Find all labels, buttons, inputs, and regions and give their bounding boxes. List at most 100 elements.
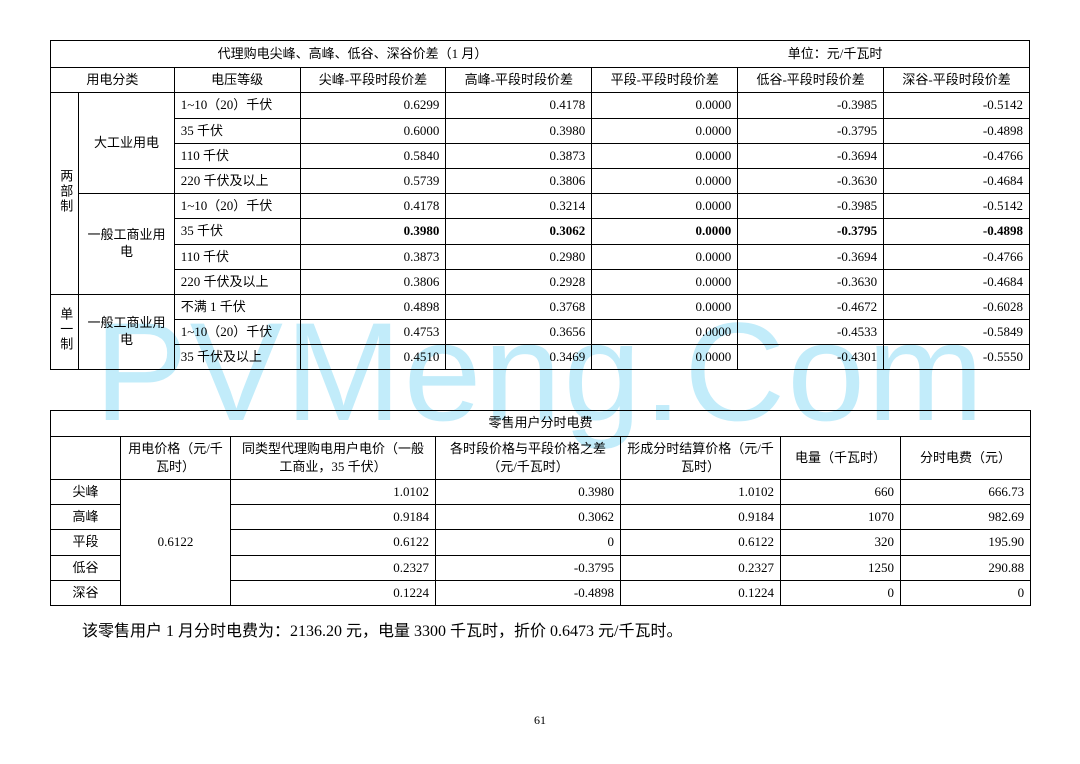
data-cell: 0.1224	[231, 580, 436, 605]
data-cell: -0.3795	[738, 118, 884, 143]
data-cell: 0.0000	[592, 269, 738, 294]
data-cell: -0.4533	[738, 320, 884, 345]
data-cell: 0.5840	[300, 143, 446, 168]
table-row: 一般工商业用电 1~10（20）千伏 0.4178 0.3214 0.0000 …	[51, 194, 1030, 219]
th-diff: 各时段价格与平段价格之差（元/千瓦时）	[436, 436, 621, 479]
data-cell: 0.0000	[592, 244, 738, 269]
data-cell: -0.5142	[884, 93, 1030, 118]
page-content: 代理购电尖峰、高峰、低谷、深谷价差（1 月） 单位：元/千瓦时 用电分类 电压等…	[50, 40, 1030, 647]
table-row: 单一制 一般工商业用电 不满 1 千伏 0.4898 0.3768 0.0000…	[51, 294, 1030, 319]
table-price-diff: 代理购电尖峰、高峰、低谷、深谷价差（1 月） 单位：元/千瓦时 用电分类 电压等…	[50, 40, 1030, 370]
table1-title: 代理购电尖峰、高峰、低谷、深谷价差（1 月）	[59, 45, 646, 63]
voltage-cell: 35 千伏	[174, 118, 300, 143]
data-cell: -0.5550	[884, 345, 1030, 370]
voltage-cell: 35 千伏	[174, 219, 300, 244]
data-cell: 1070	[781, 505, 901, 530]
data-cell: 0.0000	[592, 219, 738, 244]
row-label: 高峰	[51, 505, 121, 530]
data-cell: -0.4898	[884, 219, 1030, 244]
th-agent: 同类型代理购电用户电价（一般工商业，35 千伏）	[231, 436, 436, 479]
data-cell: -0.3795	[436, 555, 621, 580]
th-fee: 分时电费（元）	[901, 436, 1031, 479]
data-cell: 0.0000	[592, 320, 738, 345]
data-cell: 0.1224	[621, 580, 781, 605]
data-cell: 0.3980	[446, 118, 592, 143]
table-row: 35 千伏 0.3980 0.3062 0.0000 -0.3795 -0.48…	[51, 219, 1030, 244]
voltage-cell: 110 千伏	[174, 244, 300, 269]
voltage-cell: 220 千伏及以上	[174, 269, 300, 294]
voltage-cell: 1~10（20）千伏	[174, 320, 300, 345]
th-high: 高峰-平段时段价差	[446, 68, 592, 93]
data-cell: 0.4510	[300, 345, 446, 370]
data-cell: 0.0000	[592, 194, 738, 219]
data-cell: -0.3694	[738, 244, 884, 269]
table1-header-row: 用电分类 电压等级 尖峰-平段时段价差 高峰-平段时段价差 平段-平段时段价差 …	[51, 68, 1030, 93]
data-cell: 1.0102	[621, 480, 781, 505]
data-cell: -0.4898	[436, 580, 621, 605]
th-settle: 形成分时结算价格（元/千瓦时）	[621, 436, 781, 479]
data-cell: 0.6122	[231, 530, 436, 555]
data-cell: -0.3795	[738, 219, 884, 244]
table2-header-row: 用电价格（元/千瓦时） 同类型代理购电用户电价（一般工商业，35 千伏） 各时段…	[51, 436, 1031, 479]
data-cell: 0.3214	[446, 194, 592, 219]
table-row: 35 千伏 0.6000 0.3980 0.0000 -0.3795 -0.48…	[51, 118, 1030, 143]
voltage-cell: 35 千伏及以上	[174, 345, 300, 370]
data-cell: 1.0102	[231, 480, 436, 505]
data-cell: 0.5739	[300, 168, 446, 193]
table1-unit: 单位：元/千瓦时	[649, 45, 1021, 63]
data-cell: 0.3656	[446, 320, 592, 345]
data-cell: -0.4684	[884, 168, 1030, 193]
table-row: 尖峰 0.6122 1.0102 0.3980 1.0102 660 666.7…	[51, 480, 1031, 505]
table-row: 220 千伏及以上 0.3806 0.2928 0.0000 -0.3630 -…	[51, 269, 1030, 294]
th-low: 低谷-平段时段价差	[738, 68, 884, 93]
data-cell: 0.3768	[446, 294, 592, 319]
data-cell: -0.3985	[738, 194, 884, 219]
th-blank	[51, 436, 121, 479]
data-cell: 320	[781, 530, 901, 555]
data-cell: 0.3980	[300, 219, 446, 244]
data-cell: 0.0000	[592, 118, 738, 143]
cat-industrial: 大工业用电	[79, 93, 175, 194]
row-label: 平段	[51, 530, 121, 555]
group-two-label: 两部制	[56, 169, 74, 214]
data-cell: 0.2327	[621, 555, 781, 580]
data-cell: 0.6299	[300, 93, 446, 118]
data-cell: 0.2928	[446, 269, 592, 294]
data-cell: 0.9184	[621, 505, 781, 530]
data-cell: 0	[901, 580, 1031, 605]
data-cell: 0.0000	[592, 93, 738, 118]
data-cell: 0.4898	[300, 294, 446, 319]
group-one-label: 单一制	[56, 307, 74, 352]
th-deep: 深谷-平段时段价差	[884, 68, 1030, 93]
data-cell: -0.4684	[884, 269, 1030, 294]
th-voltage: 电压等级	[174, 68, 300, 93]
data-cell: 0.9184	[231, 505, 436, 530]
data-cell: 0	[781, 580, 901, 605]
data-cell: 0.3469	[446, 345, 592, 370]
voltage-cell: 110 千伏	[174, 143, 300, 168]
voltage-cell: 1~10（20）千伏	[174, 93, 300, 118]
data-cell: -0.4898	[884, 118, 1030, 143]
data-cell: 1250	[781, 555, 901, 580]
table-row: 110 千伏 0.5840 0.3873 0.0000 -0.3694 -0.4…	[51, 143, 1030, 168]
data-cell: 0	[436, 530, 621, 555]
row-label: 深谷	[51, 580, 121, 605]
data-cell: 0.4178	[446, 93, 592, 118]
data-cell: 982.69	[901, 505, 1031, 530]
data-cell: -0.4766	[884, 244, 1030, 269]
data-cell: -0.5849	[884, 320, 1030, 345]
data-cell: 0.0000	[592, 345, 738, 370]
data-cell: 666.73	[901, 480, 1031, 505]
data-cell: 0.0000	[592, 294, 738, 319]
data-cell: -0.4301	[738, 345, 884, 370]
data-cell: 0.0000	[592, 143, 738, 168]
th-peak: 尖峰-平段时段价差	[300, 68, 446, 93]
table-tou-fee: 零售用户分时电费 用电价格（元/千瓦时） 同类型代理购电用户电价（一般工商业，3…	[50, 410, 1031, 606]
data-cell: -0.3630	[738, 168, 884, 193]
summary-caption: 该零售用户 1 月分时电费为：2136.20 元，电量 3300 千瓦时，折价 …	[50, 618, 1030, 647]
data-cell: 0.0000	[592, 168, 738, 193]
data-cell: -0.3985	[738, 93, 884, 118]
data-cell: 0.2327	[231, 555, 436, 580]
data-cell: 0.3062	[436, 505, 621, 530]
table-row: 35 千伏及以上 0.4510 0.3469 0.0000 -0.4301 -0…	[51, 345, 1030, 370]
